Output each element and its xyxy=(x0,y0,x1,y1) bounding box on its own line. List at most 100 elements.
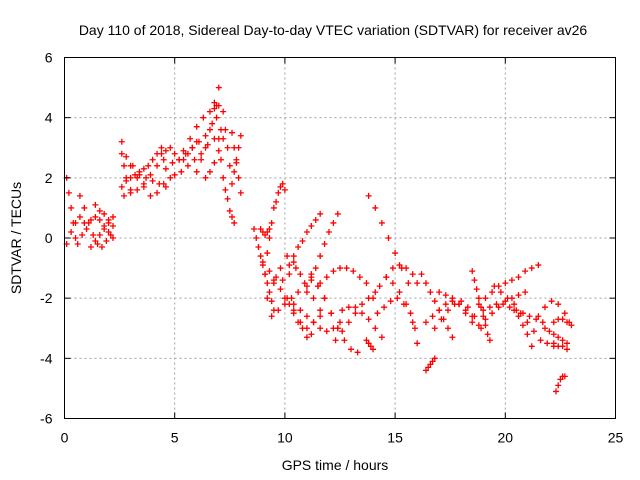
data-point xyxy=(264,250,271,257)
data-point xyxy=(81,204,88,211)
data-point xyxy=(515,313,522,320)
series-arc-58 xyxy=(552,373,568,395)
data-point xyxy=(486,304,493,311)
data-point xyxy=(515,274,522,281)
data-point xyxy=(187,135,194,142)
data-point xyxy=(409,271,416,278)
data-point xyxy=(491,283,498,290)
data-point xyxy=(295,319,302,326)
data-point xyxy=(303,228,310,235)
data-point xyxy=(264,280,271,287)
data-point xyxy=(229,180,236,187)
data-point xyxy=(127,189,134,196)
data-point xyxy=(202,132,209,139)
data-point xyxy=(109,213,116,220)
data-point xyxy=(211,159,218,166)
data-point xyxy=(266,235,273,241)
data-point xyxy=(370,346,377,353)
data-point xyxy=(557,376,564,383)
data-point xyxy=(555,334,562,341)
data-point xyxy=(72,219,79,226)
data-point xyxy=(431,325,438,332)
y-tick-label: -4 xyxy=(40,350,53,366)
data-point xyxy=(387,298,394,305)
data-point xyxy=(330,268,337,275)
data-point xyxy=(279,277,286,284)
data-point xyxy=(539,319,546,326)
data-point xyxy=(107,231,114,238)
data-point xyxy=(297,307,304,314)
data-point xyxy=(303,334,310,341)
data-point xyxy=(425,364,432,371)
data-point xyxy=(273,198,280,205)
y-tick-label: 0 xyxy=(45,230,53,246)
data-point xyxy=(308,277,315,284)
data-point xyxy=(87,244,94,251)
data-point xyxy=(270,204,277,211)
series-arc-21 xyxy=(229,132,244,187)
data-point xyxy=(123,177,130,184)
data-point xyxy=(295,289,302,296)
data-point xyxy=(442,301,449,308)
data-point xyxy=(442,292,449,299)
data-point xyxy=(290,301,297,308)
data-point xyxy=(215,84,222,91)
series-arc-42 xyxy=(383,274,421,347)
series-arc-49 xyxy=(475,262,542,308)
data-point xyxy=(103,238,110,245)
data-point xyxy=(552,388,559,395)
series-arc-24 xyxy=(257,225,273,238)
data-point xyxy=(383,274,390,281)
data-point xyxy=(140,165,147,172)
data-point xyxy=(206,108,213,115)
data-point xyxy=(308,271,315,278)
data-point xyxy=(229,129,236,136)
data-point xyxy=(211,99,218,106)
data-point xyxy=(109,222,116,229)
data-point xyxy=(332,337,339,344)
data-point xyxy=(323,274,330,281)
data-point xyxy=(502,298,509,305)
data-point xyxy=(213,114,220,121)
data-point xyxy=(359,301,366,308)
data-point xyxy=(310,295,317,302)
data-point xyxy=(548,298,555,305)
data-point xyxy=(118,183,125,190)
series-arc-11 xyxy=(127,162,174,199)
data-point xyxy=(257,253,264,260)
data-point xyxy=(176,156,183,163)
series-arc-29 xyxy=(270,277,324,332)
data-point xyxy=(422,367,429,374)
y-axis-tick-labels: -6 -4 -2 0 2 4 6 xyxy=(40,50,53,427)
data-point xyxy=(160,180,167,187)
series-arc-18 xyxy=(211,99,231,202)
data-point xyxy=(502,280,509,287)
data-point xyxy=(226,162,233,169)
data-point xyxy=(535,262,542,269)
x-tick-label: 0 xyxy=(61,430,69,446)
data-point xyxy=(303,283,310,290)
x-axis-label: GPS time / hours xyxy=(282,457,389,473)
data-point xyxy=(559,316,566,323)
data-point xyxy=(87,216,94,223)
data-point xyxy=(220,174,227,181)
series-arc-26 xyxy=(262,180,288,278)
data-point xyxy=(83,225,90,232)
data-point xyxy=(334,325,341,332)
data-point xyxy=(475,322,482,329)
data-point xyxy=(98,244,105,251)
data-point xyxy=(299,238,306,245)
data-point xyxy=(127,174,134,181)
data-point xyxy=(158,144,165,151)
data-point xyxy=(480,307,487,314)
data-point xyxy=(475,295,482,302)
data-point xyxy=(482,316,489,323)
x-tick-label: 10 xyxy=(277,430,293,446)
data-point xyxy=(550,319,557,326)
data-point xyxy=(456,301,463,308)
data-point xyxy=(251,225,258,232)
data-point xyxy=(511,301,518,308)
data-point xyxy=(275,307,282,314)
data-point xyxy=(370,295,377,302)
x-axis-tick-labels: 0 5 10 15 20 25 xyxy=(61,430,624,446)
